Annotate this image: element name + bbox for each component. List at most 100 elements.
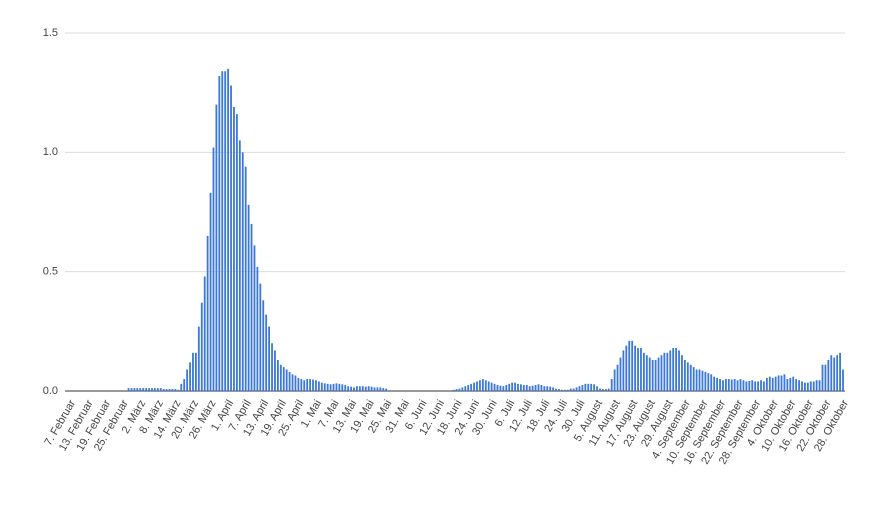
- bar: [145, 388, 148, 391]
- bar: [502, 386, 505, 391]
- bar: [276, 359, 279, 391]
- bar: [678, 350, 680, 391]
- bar: [493, 383, 496, 391]
- bar: [385, 388, 388, 391]
- bar: [645, 355, 648, 391]
- bar: [748, 380, 751, 391]
- bar: [265, 314, 268, 391]
- bar: [634, 345, 637, 391]
- bar: [238, 140, 241, 391]
- bar: [689, 364, 692, 391]
- bar: [514, 382, 516, 391]
- bar: [347, 386, 350, 391]
- bar: [312, 379, 314, 391]
- bar: [458, 388, 461, 391]
- bar: [710, 374, 713, 391]
- bar: [561, 389, 563, 391]
- bar: [338, 383, 341, 391]
- bar: [798, 380, 800, 391]
- bar: [584, 383, 587, 391]
- bar: [253, 245, 256, 391]
- bar: [543, 386, 546, 391]
- bar: [341, 384, 344, 391]
- bar: [751, 380, 754, 391]
- bar: [473, 382, 475, 391]
- bar: [640, 348, 642, 391]
- bar: [452, 389, 455, 391]
- bar: [288, 371, 291, 391]
- bar: [675, 348, 678, 391]
- bar: [151, 388, 153, 391]
- bar: [139, 388, 142, 391]
- bar: [768, 376, 771, 391]
- bar: [666, 352, 669, 391]
- bar: [297, 377, 300, 391]
- bar: [625, 345, 628, 391]
- y-tick-label: 0.0: [43, 385, 58, 397]
- bar: [590, 383, 593, 391]
- bar: [540, 385, 543, 391]
- bar: [815, 380, 818, 391]
- bar: [470, 383, 473, 391]
- bar: [159, 388, 162, 391]
- bar: [578, 386, 581, 391]
- bar: [771, 377, 774, 391]
- bar: [801, 381, 803, 391]
- bar: [786, 379, 789, 391]
- bar: [601, 389, 604, 391]
- bar: [528, 386, 531, 391]
- bar: [695, 369, 698, 391]
- bar: [628, 340, 631, 391]
- bar: [376, 387, 379, 391]
- bar: [836, 355, 839, 391]
- bar: [344, 385, 347, 391]
- bar: [224, 71, 227, 391]
- bar: [233, 106, 235, 391]
- bar: [156, 388, 159, 391]
- bar: [174, 389, 177, 391]
- bar: [593, 384, 596, 391]
- bar: [364, 386, 367, 391]
- bar: [745, 381, 748, 391]
- bar: [247, 204, 250, 391]
- bar: [373, 387, 376, 391]
- bar: [722, 380, 724, 391]
- bar: [154, 388, 156, 391]
- bar: [282, 367, 285, 391]
- bar: [361, 386, 364, 391]
- bar: [806, 382, 809, 391]
- bar: [669, 350, 672, 391]
- bar: [186, 369, 189, 391]
- bar: [549, 386, 552, 391]
- bar: [350, 386, 352, 391]
- y-tick-label: 1.5: [43, 27, 58, 39]
- bar: [774, 376, 777, 391]
- bar: [531, 385, 534, 391]
- bar: [508, 383, 511, 391]
- bar: [487, 381, 490, 391]
- bar: [827, 359, 830, 391]
- bar: [320, 382, 323, 391]
- bar: [212, 147, 215, 391]
- bar: [818, 380, 821, 391]
- bar: [203, 276, 206, 391]
- bar: [262, 300, 265, 391]
- bar: [133, 388, 136, 391]
- bar: [563, 389, 566, 391]
- bar: [256, 266, 259, 391]
- bar: [496, 385, 499, 391]
- bar: [692, 367, 695, 391]
- bar: [789, 377, 792, 391]
- bar: [701, 370, 704, 391]
- bar: [555, 388, 557, 391]
- bar: [218, 75, 221, 392]
- bar: [517, 383, 519, 391]
- bar: [353, 387, 355, 391]
- bar: [613, 369, 616, 391]
- bar: [358, 386, 361, 391]
- bar: [616, 364, 619, 391]
- bar: [575, 387, 578, 391]
- bar: [833, 357, 836, 391]
- bar: [323, 383, 326, 391]
- bar: [244, 166, 247, 391]
